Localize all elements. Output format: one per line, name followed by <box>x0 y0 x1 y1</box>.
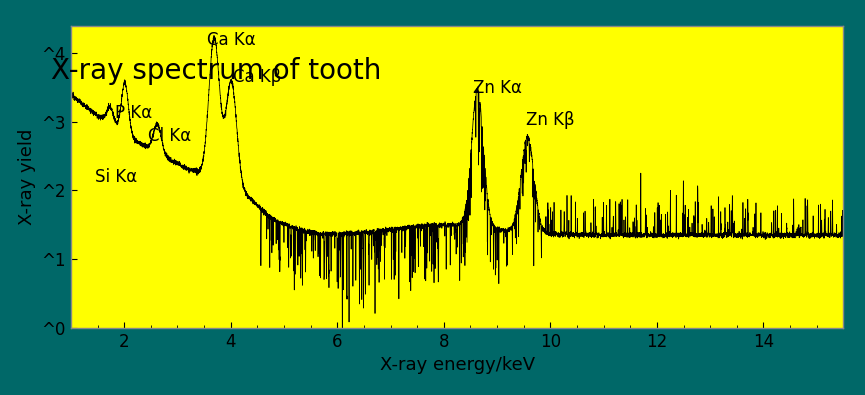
Text: X-ray spectrum of tooth: X-ray spectrum of tooth <box>51 56 381 85</box>
Text: P Kα: P Kα <box>115 104 151 122</box>
Text: Zn Kβ: Zn Kβ <box>527 111 575 129</box>
Text: Ca Kβ: Ca Kβ <box>234 68 282 86</box>
Text: Ca Kα: Ca Kα <box>207 31 255 49</box>
Text: Cl Kα: Cl Kα <box>148 127 191 145</box>
Text: Zn Kα: Zn Kα <box>473 79 522 97</box>
X-axis label: X-ray energy/keV: X-ray energy/keV <box>380 356 535 374</box>
Y-axis label: X-ray yield: X-ray yield <box>18 129 36 225</box>
Text: Si Kα: Si Kα <box>95 168 137 186</box>
